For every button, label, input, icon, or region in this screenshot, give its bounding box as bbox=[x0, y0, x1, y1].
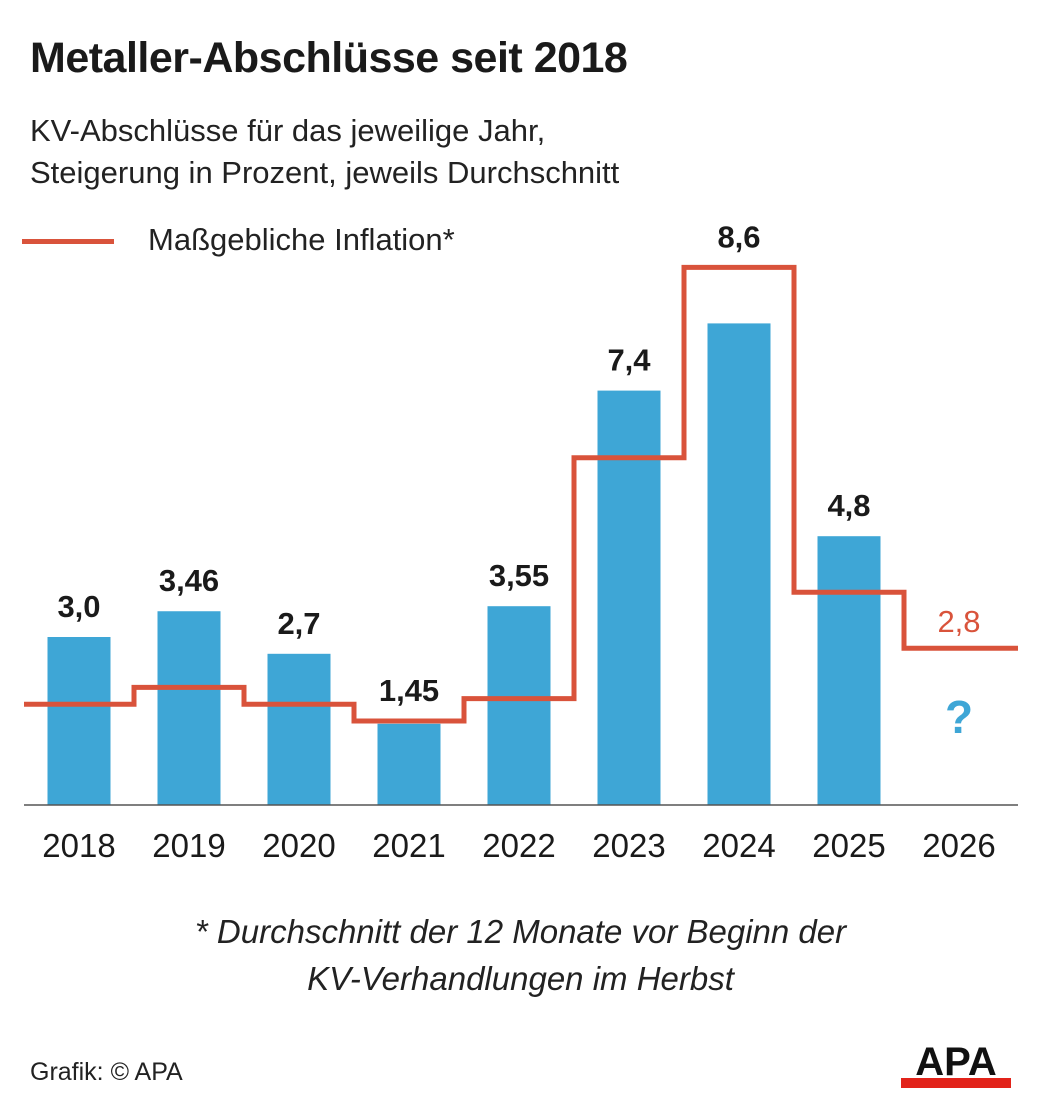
bar-label-2026-unknown: ? bbox=[945, 691, 973, 743]
x-tick-label-2023: 2023 bbox=[592, 827, 665, 864]
apa-logo: APA bbox=[901, 1040, 1011, 1088]
bar-2018 bbox=[47, 637, 111, 805]
legend-inflation-swatch bbox=[22, 239, 114, 244]
bar-label-2019: 3,46 bbox=[159, 563, 219, 598]
bar-label-2020: 2,7 bbox=[277, 606, 320, 641]
footnote-line-2: KV-Verhandlungen im Herbst bbox=[307, 960, 734, 997]
bar-2020 bbox=[267, 653, 331, 805]
apa-logo-bar bbox=[901, 1078, 1011, 1088]
x-tick-label-2024: 2024 bbox=[702, 827, 775, 864]
footnote-line-1: * Durchschnitt der 12 Monate vor Beginn … bbox=[194, 913, 847, 950]
bar-2025 bbox=[817, 536, 881, 805]
x-tick-label-2021: 2021 bbox=[372, 827, 445, 864]
bar-2021 bbox=[377, 723, 441, 805]
bar-label-2021: 1,45 bbox=[379, 673, 439, 708]
x-tick-label-2026: 2026 bbox=[922, 827, 995, 864]
bar-chart: 3,0 3,46 2,7 1,45 3,55 7,4 8,6 4,8? 2,8 2018 2019 2… bbox=[24, 219, 1018, 864]
subtitle-line-2: Steigerung in Prozent, jeweils Durchschn… bbox=[30, 155, 620, 190]
bar-label-2024: 8,6 bbox=[717, 219, 760, 254]
inflation-label-2026: 2,8 bbox=[937, 604, 980, 639]
bar-2023 bbox=[597, 390, 661, 805]
chart-subtitle: KV-Abschlüsse für das jeweilige Jahr, St… bbox=[30, 110, 619, 194]
footnote: * Durchschnitt der 12 Monate vor Beginn … bbox=[0, 908, 1041, 1002]
bar-2022 bbox=[487, 606, 551, 805]
bar-label-2022: 3,55 bbox=[489, 558, 549, 593]
subtitle-line-1: KV-Abschlüsse für das jeweilige Jahr, bbox=[30, 113, 546, 148]
legend-inflation-label: Maßgebliche Inflation* bbox=[148, 222, 455, 257]
graphic-credit: Grafik: © APA bbox=[30, 1058, 183, 1086]
inflation-step-line bbox=[24, 264, 1018, 724]
bar-2019 bbox=[157, 611, 221, 805]
x-tick-label-2022: 2022 bbox=[482, 827, 555, 864]
bar-label-2025: 4,8 bbox=[827, 488, 870, 523]
x-tick-label-2019: 2019 bbox=[152, 827, 225, 864]
chart-title: Metaller-Abschlüsse seit 2018 bbox=[30, 34, 628, 82]
apa-logo-text: APA bbox=[915, 1040, 996, 1084]
x-tick-label-2018: 2018 bbox=[42, 827, 115, 864]
bar-2024 bbox=[707, 323, 771, 805]
bar-label-2018: 3,0 bbox=[57, 589, 100, 624]
bar-label-2023: 7,4 bbox=[607, 343, 651, 378]
x-tick-label-2025: 2025 bbox=[812, 827, 885, 864]
x-tick-label-2020: 2020 bbox=[262, 827, 335, 864]
